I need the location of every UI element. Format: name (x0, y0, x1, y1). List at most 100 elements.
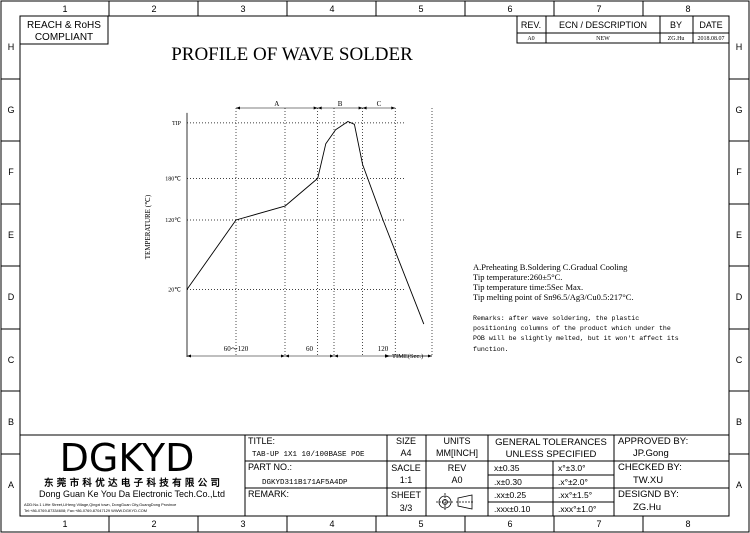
revision-text: REV. ECN / DESCRIPTION BY DATE (521, 20, 723, 30)
row-label: E (736, 230, 742, 240)
arrow-icon (236, 106, 240, 110)
col-label: 4 (329, 519, 334, 529)
zone-label: A (274, 100, 279, 108)
col-label: 3 (240, 519, 245, 529)
units-label: UNITS (444, 436, 471, 446)
arrow-icon (285, 354, 289, 358)
tol-angular: .xxx°±1.0° (558, 504, 596, 514)
y-tick-label: TIP (172, 121, 182, 127)
rev-value-tb: A0 (451, 475, 462, 485)
by-value: ZG.Hu (668, 36, 685, 42)
company-logo: DGKYD (60, 436, 195, 480)
note-line: A.Preheating B.Soldering C.Gradual Cooli… (473, 262, 628, 272)
sheet-value: 3/3 (400, 503, 413, 513)
scale-label: SACLE (391, 463, 421, 473)
note-line: Tip temperature:260±5°C. (473, 272, 562, 282)
tol-linear: .xx±0.25 (494, 490, 526, 500)
y-tick-label: 180℃ (165, 176, 181, 182)
row-labels: H G F E D C B A H G F E D C B A (7, 42, 742, 490)
remarks: Remarks: after wave soldering, the plast… (473, 315, 679, 353)
arrow-icon (317, 106, 322, 110)
tol-linear: .xxx±0.10 (494, 504, 531, 514)
revision-row: A0 NEW ZG.Hu 2018.08.07 (527, 36, 724, 42)
col-label: 6 (507, 4, 512, 14)
arrow-icon (187, 354, 191, 358)
x-axis-label: TIME(Sec.) (392, 353, 423, 360)
row-label: C (8, 355, 15, 365)
by-header: BY (670, 20, 682, 30)
designed-value: ZG.Hu (633, 502, 661, 513)
remark-line: positioning columns of the product which… (473, 325, 671, 332)
zone-label: B (338, 100, 343, 108)
rev-label: REV (448, 463, 467, 473)
col-label: 1 (62, 4, 67, 14)
title-label: TITLE: (248, 436, 275, 446)
tolerance-table: x±0.35 x°±3.0° .x±0.30 .x°±2.0° .xx±0.25… (494, 463, 596, 514)
company-name-en: Dong Guan Ke You Da Electronic Tech.Co.,… (39, 489, 225, 499)
row-label: E (8, 230, 14, 240)
row-label: D (736, 292, 743, 302)
drawing-title: PROFILE OF WAVE SOLDER (171, 44, 413, 65)
col-label: 5 (418, 4, 423, 14)
col-label: 6 (507, 519, 512, 529)
row-label: C (736, 355, 743, 365)
approvals: APPROVED BY: JP.Gong CHECKED BY: TW.XU D… (618, 436, 688, 513)
tol-linear: .x±0.30 (494, 477, 522, 487)
row-label: G (735, 105, 742, 115)
zone-label: C (377, 100, 382, 108)
title-block-grid (20, 434, 729, 516)
approved-value: JP.Gong (633, 448, 669, 459)
col-label: 8 (685, 4, 690, 14)
time-segment-label: 60～120 (224, 345, 249, 353)
arrow-icon (330, 354, 334, 358)
part-label: PART NO.: (248, 462, 292, 472)
row-label: H (8, 42, 15, 52)
remark-line: function. (473, 346, 509, 353)
size-label: SIZE (396, 436, 416, 446)
row-label: A (736, 480, 742, 490)
revision-table (516, 15, 730, 44)
arrow-icon (334, 354, 338, 358)
tol-angular: .x°±2.0° (558, 477, 588, 487)
projection-symbol-icon (436, 493, 474, 511)
rev-header: REV. (521, 20, 541, 30)
column-labels: 1 2 3 4 5 6 7 8 1 2 3 4 5 6 7 8 (62, 4, 690, 529)
drawing-specs: SIZE A4 UNITS MM[INCH] SACLE 1:1 REV A0 … (391, 436, 478, 513)
arrow-icon (358, 106, 363, 110)
y-axis-label: TEMPERATURE (℃) (144, 194, 152, 259)
note-line: Tip temperature time:5Sec Max. (473, 282, 583, 292)
row-label: G (7, 105, 14, 115)
compliance-box: REACH & RoHS COMPLIANT (19, 15, 109, 45)
company-contact: Tel:+86-0769-87334608; Fax:+86-0769-8704… (24, 508, 147, 513)
col-label: 3 (240, 4, 245, 14)
designed-label: DESIGND BY: (618, 489, 679, 500)
col-label: 7 (596, 519, 601, 529)
arrow-icon (362, 106, 367, 110)
col-label: 5 (418, 519, 423, 529)
row-label: A (8, 480, 14, 490)
sheet-label: SHEET (391, 490, 422, 500)
col-label: 2 (151, 519, 156, 529)
approved-label: APPROVED BY: (618, 436, 688, 447)
tol-title-2: UNLESS SPECIFIED (506, 449, 597, 460)
arrow-icon (313, 106, 318, 110)
process-notes: A.Preheating B.Soldering C.Gradual Cooli… (473, 262, 634, 302)
col-label: 1 (62, 519, 67, 529)
arrow-icon (281, 354, 285, 358)
compliance-line2: COMPLIANT (35, 32, 93, 43)
date-value: 2018.08.07 (698, 36, 725, 42)
size-value: A4 (400, 448, 411, 458)
ecn-header: ECN / DESCRIPTION (559, 20, 647, 30)
row-label: B (8, 417, 14, 427)
company-address: ADD:No.1 LiHe Street,LiHeng Village,Qing… (24, 502, 176, 507)
note-line: Tip melting point of Sn96.5/Ag3/Cu0.5:21… (473, 292, 634, 302)
scale-value: 1:1 (400, 475, 413, 485)
remark-label: REMARK: (248, 489, 289, 499)
solder-profile-chart: 20℃ 120℃ 180℃ TIP TEMPERATURE (℃) A B C 60～120 60… (144, 100, 433, 360)
checked-label: CHECKED BY: (618, 462, 682, 473)
time-segment-label: 120 (378, 345, 389, 353)
row-label: H (736, 42, 743, 52)
time-segment-label: 60 (306, 345, 314, 353)
col-label: 2 (151, 4, 156, 14)
